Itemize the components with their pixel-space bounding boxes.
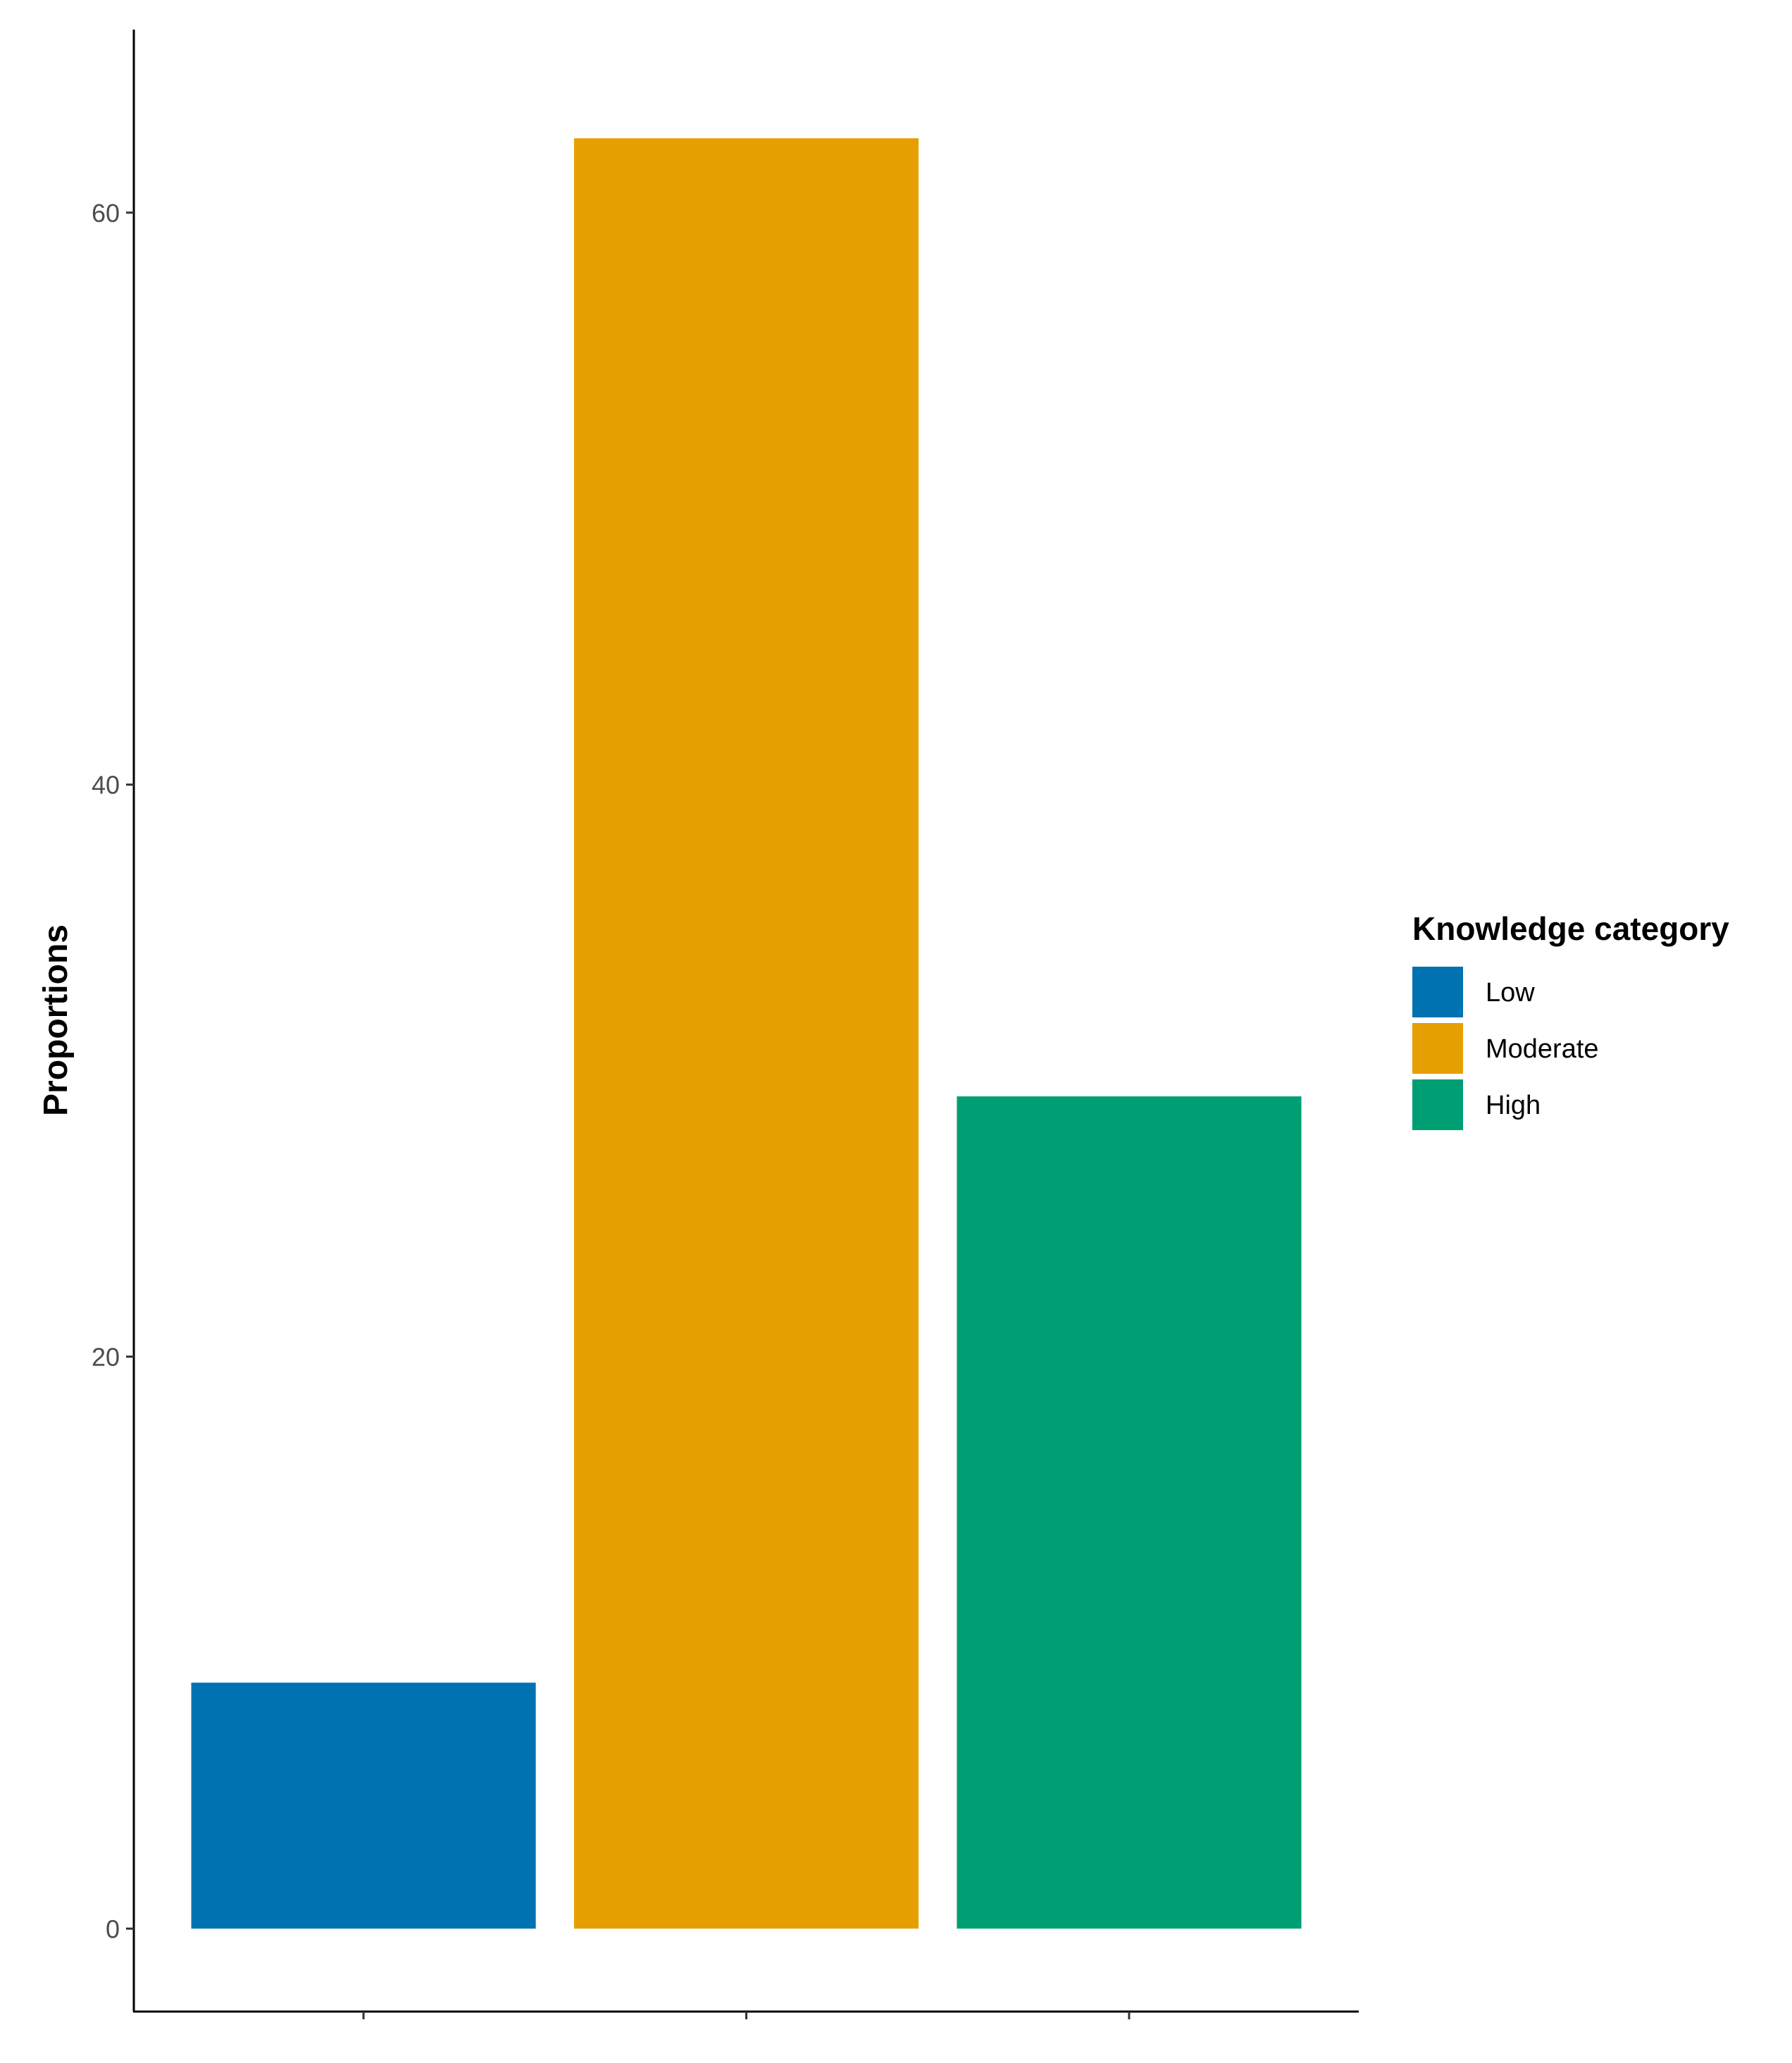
- bar-moderate: [573, 138, 919, 1929]
- y-tick-label: 40: [92, 771, 120, 800]
- legend-key-low: [1412, 967, 1463, 1017]
- bar-low: [191, 1683, 536, 1929]
- bar-high: [957, 1096, 1302, 1929]
- y-axis-title: Proportions: [37, 924, 75, 1116]
- legend-label-high: High: [1486, 1091, 1541, 1120]
- y-tick-label: 0: [106, 1914, 120, 1943]
- legend-items: Low Moderate High: [1412, 967, 1599, 1130]
- legend-label-low: Low: [1486, 978, 1535, 1008]
- y-tick-label: 60: [92, 199, 120, 228]
- legend-label-moderate: Moderate: [1486, 1034, 1599, 1064]
- legend-key-high: [1412, 1079, 1463, 1130]
- y-tick-label: 20: [92, 1342, 120, 1371]
- x-ticks-layer: [362, 2012, 1131, 2019]
- legend-key-moderate: [1412, 1023, 1463, 1074]
- legend-title: Knowledge category: [1412, 910, 1729, 947]
- legend: Knowledge category Low Moderate High: [1412, 910, 1729, 1130]
- y-ticks-layer: 0 20 40 60: [92, 199, 134, 1943]
- bars-layer: [191, 138, 1302, 1929]
